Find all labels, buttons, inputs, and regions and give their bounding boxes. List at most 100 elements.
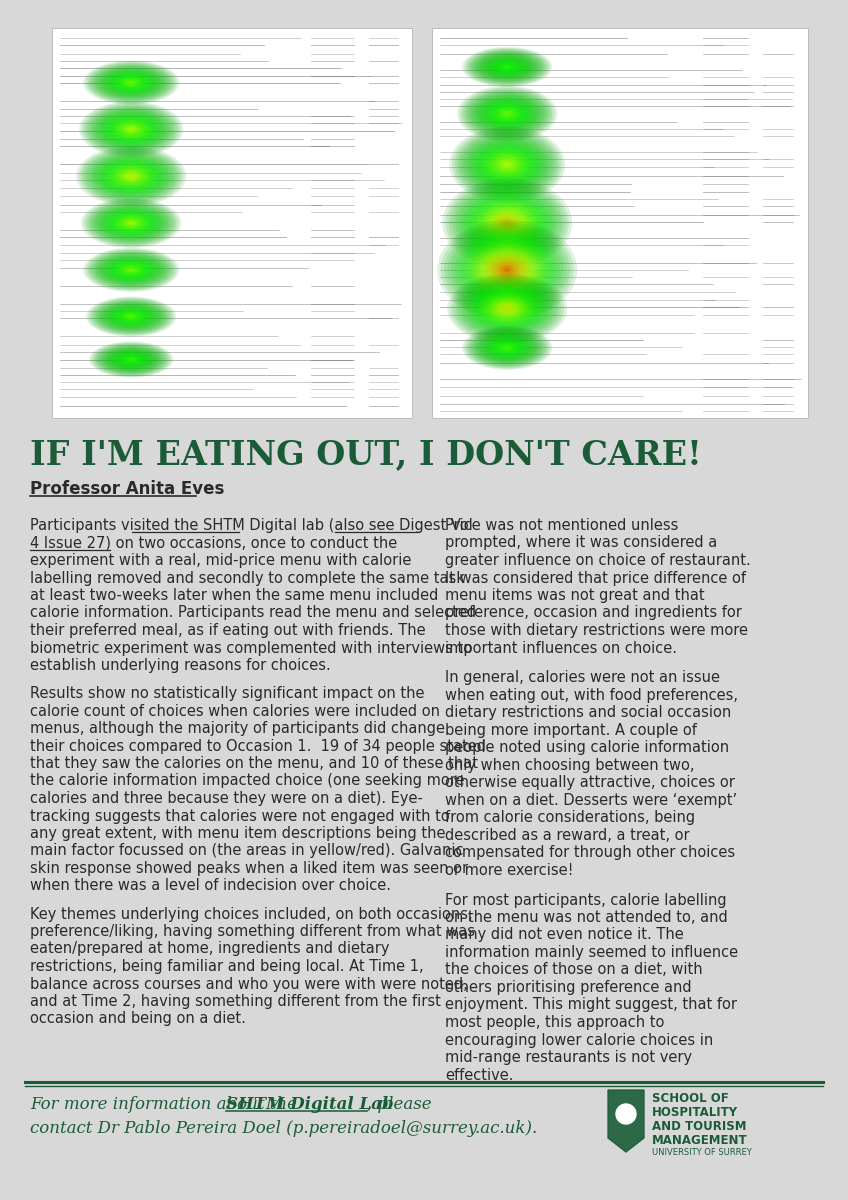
Ellipse shape	[86, 296, 176, 336]
Text: tracking suggests that calories were not engaged with to: tracking suggests that calories were not…	[30, 809, 449, 823]
Text: many did not even notice it. The: many did not even notice it. The	[445, 928, 683, 942]
Ellipse shape	[450, 276, 564, 342]
Ellipse shape	[107, 72, 155, 94]
Text: most people, this approach to: most people, this approach to	[445, 1015, 664, 1030]
Ellipse shape	[90, 107, 173, 152]
Ellipse shape	[487, 151, 527, 178]
Ellipse shape	[98, 112, 165, 148]
Ellipse shape	[494, 214, 520, 232]
Ellipse shape	[473, 331, 541, 365]
Ellipse shape	[496, 62, 518, 72]
Ellipse shape	[98, 158, 165, 194]
Ellipse shape	[483, 252, 532, 287]
Ellipse shape	[114, 353, 148, 367]
Ellipse shape	[461, 192, 553, 254]
Ellipse shape	[458, 235, 556, 305]
Ellipse shape	[84, 199, 179, 247]
Text: otherwise equally attractive, choices or: otherwise equally attractive, choices or	[445, 775, 735, 791]
Ellipse shape	[103, 114, 159, 145]
Ellipse shape	[494, 341, 521, 354]
Ellipse shape	[501, 161, 513, 168]
Ellipse shape	[126, 80, 136, 85]
Ellipse shape	[481, 205, 533, 241]
Ellipse shape	[128, 175, 134, 178]
Ellipse shape	[76, 146, 187, 206]
Ellipse shape	[98, 254, 165, 286]
Ellipse shape	[118, 311, 145, 323]
Text: It was considered that price difference of: It was considered that price difference …	[445, 570, 746, 586]
Ellipse shape	[465, 193, 550, 252]
Ellipse shape	[483, 336, 532, 360]
Text: calories and three because they were on a diet). Eye-: calories and three because they were on …	[30, 791, 423, 806]
Ellipse shape	[464, 136, 550, 193]
Ellipse shape	[505, 307, 510, 311]
Ellipse shape	[108, 116, 154, 142]
Text: at least two-weeks later when the same menu included: at least two-weeks later when the same m…	[30, 588, 438, 602]
Ellipse shape	[100, 68, 163, 97]
Ellipse shape	[491, 211, 523, 234]
Ellipse shape	[114, 215, 148, 232]
Text: experiment with a real, mid-price menu with calorie: experiment with a real, mid-price menu w…	[30, 553, 411, 568]
Ellipse shape	[449, 126, 566, 203]
Ellipse shape	[116, 353, 146, 366]
Ellipse shape	[107, 163, 156, 190]
Ellipse shape	[484, 149, 530, 180]
Ellipse shape	[486, 254, 528, 284]
Ellipse shape	[86, 248, 176, 290]
Ellipse shape	[123, 172, 139, 181]
Ellipse shape	[462, 325, 552, 370]
Ellipse shape	[466, 138, 548, 191]
Ellipse shape	[91, 299, 171, 335]
Text: balance across courses and who you were with were noted,: balance across courses and who you were …	[30, 977, 468, 991]
Ellipse shape	[83, 60, 179, 104]
Ellipse shape	[92, 65, 170, 100]
Ellipse shape	[492, 340, 523, 355]
Ellipse shape	[98, 301, 165, 331]
Ellipse shape	[101, 208, 161, 238]
Text: their choices compared to Occasion 1.  19 of 34 people stated: their choices compared to Occasion 1. 19…	[30, 738, 486, 754]
Ellipse shape	[91, 251, 172, 288]
Text: SHTM Digital Lab: SHTM Digital Lab	[226, 1096, 393, 1114]
Ellipse shape	[120, 124, 142, 134]
Ellipse shape	[79, 102, 183, 157]
Ellipse shape	[466, 240, 550, 300]
Ellipse shape	[85, 104, 178, 155]
Ellipse shape	[457, 85, 557, 142]
Text: MANAGEMENT: MANAGEMENT	[652, 1134, 748, 1147]
Ellipse shape	[485, 101, 530, 126]
Circle shape	[616, 1104, 636, 1124]
Ellipse shape	[485, 56, 530, 77]
Ellipse shape	[460, 281, 555, 337]
Text: contact Dr Pablo Pereira Doel (p.pereiradoel@surrey.ac.uk).: contact Dr Pablo Pereira Doel (p.pereira…	[30, 1120, 538, 1138]
Ellipse shape	[86, 200, 176, 246]
Text: any great extent, with menu item descriptions being the: any great extent, with menu item descrip…	[30, 826, 445, 841]
Text: from calorie considerations, being: from calorie considerations, being	[445, 810, 695, 826]
Ellipse shape	[497, 108, 517, 119]
Ellipse shape	[106, 210, 156, 235]
Ellipse shape	[93, 204, 169, 241]
Ellipse shape	[101, 160, 161, 193]
Text: others prioritising preference and: others prioritising preference and	[445, 980, 692, 995]
Ellipse shape	[462, 282, 552, 335]
Text: the calorie information impacted choice (one seeking more: the calorie information impacted choice …	[30, 774, 465, 788]
Ellipse shape	[455, 233, 560, 307]
Ellipse shape	[449, 182, 566, 264]
Text: when on a diet. Desserts were ‘exempt’: when on a diet. Desserts were ‘exempt’	[445, 793, 737, 808]
Ellipse shape	[475, 200, 539, 246]
Text: information mainly seemed to influence: information mainly seemed to influence	[445, 946, 738, 960]
Text: eaten/prepared at home, ingredients and dietary: eaten/prepared at home, ingredients and …	[30, 942, 389, 956]
Text: calorie information. Participants read the menu and selected: calorie information. Participants read t…	[30, 606, 476, 620]
Ellipse shape	[96, 344, 167, 374]
Ellipse shape	[489, 299, 525, 319]
Ellipse shape	[112, 73, 150, 91]
Ellipse shape	[489, 104, 525, 124]
Ellipse shape	[124, 79, 138, 86]
Ellipse shape	[462, 89, 552, 139]
Ellipse shape	[100, 302, 163, 330]
Ellipse shape	[120, 264, 143, 275]
Text: preference, occasion and ingredients for: preference, occasion and ingredients for	[445, 606, 742, 620]
Ellipse shape	[108, 349, 154, 370]
Ellipse shape	[475, 144, 539, 185]
Ellipse shape	[123, 356, 140, 364]
Ellipse shape	[86, 61, 176, 103]
